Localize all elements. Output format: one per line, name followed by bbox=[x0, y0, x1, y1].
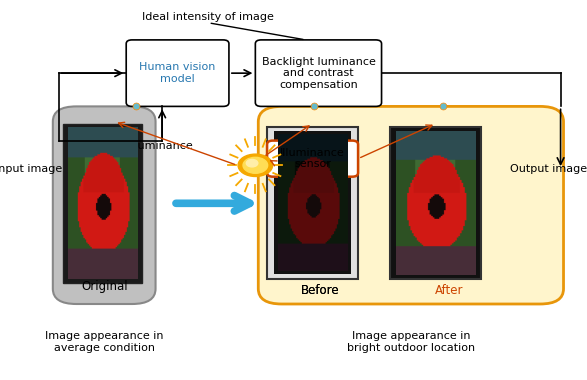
FancyBboxPatch shape bbox=[267, 141, 358, 177]
Bar bbox=[267, 127, 358, 279]
FancyBboxPatch shape bbox=[53, 106, 156, 304]
Circle shape bbox=[243, 157, 268, 173]
Text: Before: Before bbox=[301, 284, 339, 297]
Bar bbox=[390, 127, 481, 279]
Text: Before: Before bbox=[301, 284, 339, 297]
Text: Output image: Output image bbox=[510, 164, 587, 174]
Bar bbox=[63, 124, 142, 283]
Circle shape bbox=[238, 154, 272, 176]
Bar bbox=[274, 131, 351, 274]
Text: Illuminance: Illuminance bbox=[129, 141, 194, 151]
Text: After: After bbox=[435, 284, 463, 297]
FancyBboxPatch shape bbox=[126, 40, 229, 106]
Text: Original: Original bbox=[81, 280, 128, 293]
Text: Image appearance in
bright outdoor location: Image appearance in bright outdoor locat… bbox=[347, 331, 475, 353]
FancyBboxPatch shape bbox=[258, 106, 564, 304]
Text: Backlight luminance
and contrast
compensation: Backlight luminance and contrast compens… bbox=[262, 57, 375, 90]
Circle shape bbox=[247, 160, 258, 167]
Text: Input image: Input image bbox=[0, 164, 62, 174]
Text: Image appearance in
average condition: Image appearance in average condition bbox=[45, 331, 164, 353]
FancyBboxPatch shape bbox=[255, 40, 382, 106]
Text: Illuminance
sensor: Illuminance sensor bbox=[280, 148, 345, 169]
Text: Human vision
model: Human vision model bbox=[139, 62, 216, 84]
Text: Ideal intensity of image: Ideal intensity of image bbox=[143, 12, 274, 22]
